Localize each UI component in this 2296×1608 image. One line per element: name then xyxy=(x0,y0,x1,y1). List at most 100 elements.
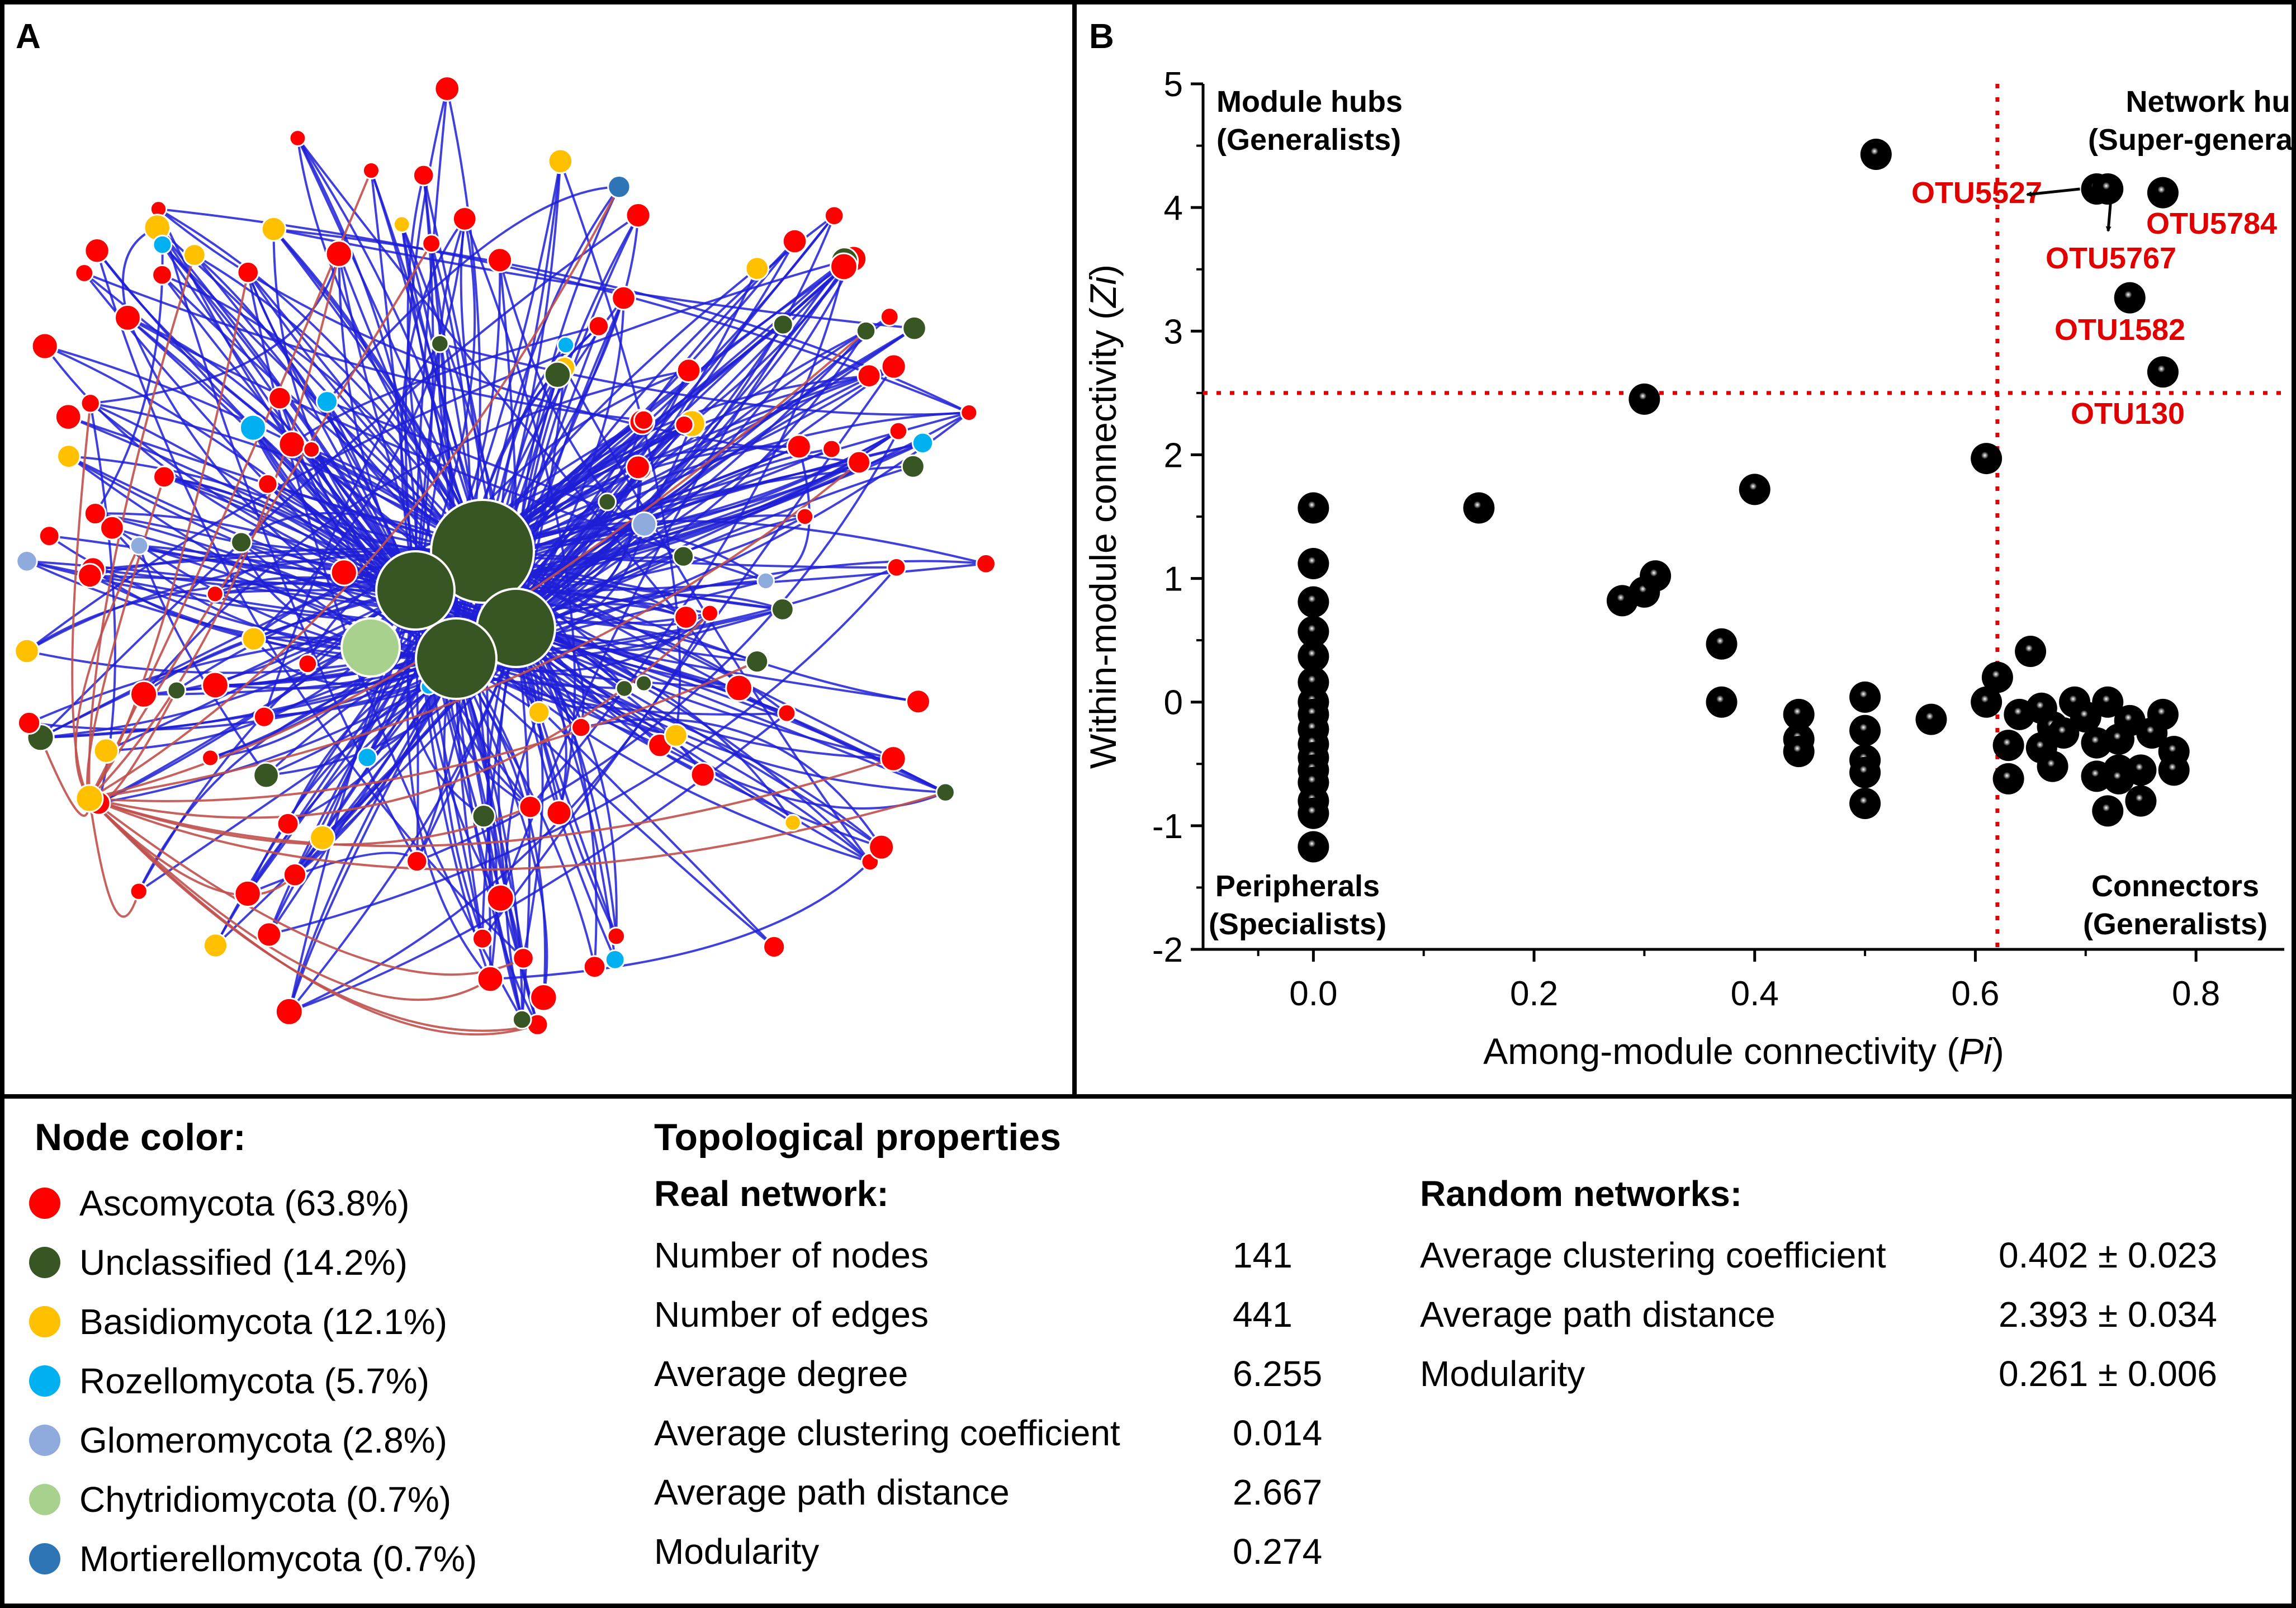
network-node xyxy=(167,680,187,701)
network-node xyxy=(274,997,304,1026)
connectors-label: Connectors xyxy=(2091,869,2259,903)
property-name: Average clustering coefficient xyxy=(1420,1235,1886,1275)
network-node xyxy=(288,129,307,147)
data-point xyxy=(1971,686,2003,718)
network-node xyxy=(325,240,353,268)
network-node xyxy=(911,432,934,454)
network-node xyxy=(234,879,262,908)
property-name: Average clustering coefficient xyxy=(654,1413,1120,1453)
network-node xyxy=(633,409,654,431)
network-node xyxy=(588,315,610,337)
property-value: 0.261 ± 0.006 xyxy=(1999,1354,2217,1394)
legend-swatch xyxy=(29,1306,60,1337)
data-point xyxy=(1915,703,1947,735)
y-tick-label: 0 xyxy=(1164,684,1183,722)
otu-arrow xyxy=(2105,202,2112,232)
data-point xyxy=(1628,383,1660,415)
network-node xyxy=(512,947,534,969)
network-node xyxy=(206,585,224,603)
network-node xyxy=(261,216,287,242)
y-tick-label: 5 xyxy=(1164,65,1183,104)
network-node xyxy=(100,515,125,541)
legend-item: Unclassified (14.2%) xyxy=(29,1240,408,1285)
network-node xyxy=(129,680,158,708)
network-node xyxy=(547,148,574,174)
data-point xyxy=(1298,492,1329,524)
network-node xyxy=(847,450,872,475)
network-node xyxy=(960,403,978,422)
data-point xyxy=(1849,681,1881,713)
network-node xyxy=(77,562,103,589)
legend-swatch xyxy=(29,1543,60,1574)
data-point xyxy=(2092,795,2124,827)
network-hub-node xyxy=(415,617,498,700)
network-hubs-label: Network hubs xyxy=(2125,85,2292,119)
network-node xyxy=(888,421,908,441)
panel-b-letter: B xyxy=(1089,17,1114,56)
network-node xyxy=(236,261,260,284)
data-point xyxy=(1849,715,1881,746)
data-point xyxy=(2147,698,2179,730)
legend-label: Mortierellomycota (0.7%) xyxy=(79,1539,477,1579)
network-node xyxy=(756,571,775,590)
network-hub-node xyxy=(375,550,456,631)
network-node xyxy=(855,320,877,342)
y-axis-label: Within-module connectivity (Zi) xyxy=(1082,264,1124,769)
network-node xyxy=(868,834,895,860)
network-node xyxy=(302,440,321,458)
x-tick-label: 0.0 xyxy=(1289,975,1337,1013)
legend-label: Chytridiomycota (0.7%) xyxy=(79,1479,452,1520)
data-point xyxy=(1298,586,1329,618)
legend-item: Glomeromycota (2.8%) xyxy=(29,1418,447,1463)
data-point xyxy=(1706,686,1738,718)
network-node xyxy=(75,784,104,813)
otu-label: OTU5784 xyxy=(2146,207,2277,240)
network-node xyxy=(664,723,688,748)
property-name: Average degree xyxy=(654,1354,908,1394)
network-node xyxy=(297,654,318,674)
x-tick-label: 0.6 xyxy=(1951,975,1999,1013)
network-node xyxy=(14,638,40,664)
network-node xyxy=(239,414,267,442)
topology-title: Topological properties xyxy=(654,1116,1061,1158)
x-tick-label: 0.2 xyxy=(1510,975,1558,1013)
network-node xyxy=(880,353,907,380)
network-node xyxy=(527,701,551,724)
network-node xyxy=(822,439,841,459)
otu-label: OTU5527 xyxy=(1911,176,2042,210)
otu-arrow xyxy=(2026,187,2080,197)
property-value: 141 xyxy=(1233,1235,1293,1275)
network-node xyxy=(625,202,651,228)
otu-label: OTU5767 xyxy=(2046,242,2176,275)
network-node xyxy=(152,264,173,286)
network-node xyxy=(256,921,282,948)
connectors-label: (Generalists) xyxy=(2083,907,2267,941)
y-tick-label: 4 xyxy=(1164,189,1183,228)
data-point xyxy=(1783,736,1815,768)
network-node xyxy=(880,745,907,772)
x-tick-label: 0.4 xyxy=(1731,975,1779,1013)
legend-label: Glomeromycota (2.8%) xyxy=(79,1420,447,1460)
network-node xyxy=(905,689,931,715)
network-node xyxy=(690,762,716,788)
network-node xyxy=(253,706,275,728)
data-point xyxy=(1298,616,1329,647)
data-point xyxy=(2158,754,2190,786)
network-node xyxy=(487,247,513,273)
data-point xyxy=(1298,797,1329,829)
property-value: 0.274 xyxy=(1233,1531,1323,1572)
network-node xyxy=(476,965,504,993)
network-node xyxy=(56,444,81,469)
property-value: 441 xyxy=(1233,1294,1293,1335)
network-node xyxy=(84,238,110,264)
property-value: 6.255 xyxy=(1233,1354,1323,1394)
property-name: Modularity xyxy=(1420,1354,1585,1394)
network-node xyxy=(93,737,120,764)
network-node xyxy=(782,228,808,254)
network-node xyxy=(31,332,59,360)
network-nodes xyxy=(14,75,996,1036)
network-node xyxy=(607,926,626,946)
network-node xyxy=(823,205,845,226)
network-node xyxy=(471,803,496,829)
property-name: Number of nodes xyxy=(654,1235,929,1275)
